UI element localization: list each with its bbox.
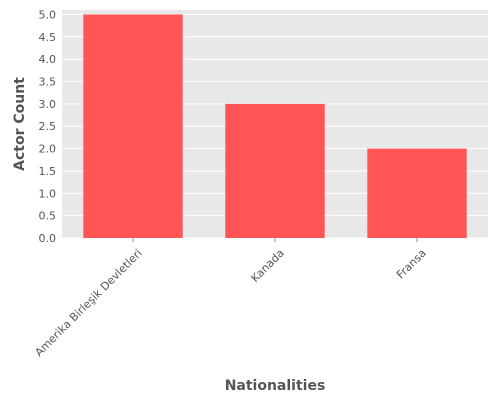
y-tick-label: 1.0: [39, 187, 57, 200]
x-tick-label: Kanada: [248, 247, 286, 285]
y-tick-label: 4.5: [39, 31, 57, 44]
y-tick-label: 0.5: [39, 210, 57, 223]
y-tick-label: 5.0: [39, 8, 57, 21]
y-tick-label: 2.5: [39, 120, 57, 133]
y-tick-label: 2.0: [39, 143, 57, 156]
bars: [83, 14, 467, 239]
y-axis-ticks: 0.0 0.5 1.0 1.5 2.0 2.5 3.0 3.5 4.0 4.5 5.0: [39, 8, 57, 245]
bar-1: [225, 103, 325, 238]
y-tick-label: 4.0: [39, 53, 57, 66]
y-tick-label: 1.5: [39, 165, 57, 178]
x-tick-label: Fransa: [394, 247, 429, 282]
y-tick-label: 3.0: [39, 98, 57, 111]
bar-0: [83, 14, 183, 239]
x-tick-label: Amerika Birleşik Devletleri: [32, 247, 144, 359]
x-axis-title: Nationalities: [225, 378, 326, 394]
y-axis-title: Actor Count: [12, 77, 28, 171]
y-tick-label: 0.0: [39, 232, 57, 245]
x-axis-ticks: Amerika Birleşik Devletleri Kanada Fransa: [32, 238, 429, 359]
y-tick-label: 3.5: [39, 76, 57, 89]
bar-2: [367, 148, 467, 238]
